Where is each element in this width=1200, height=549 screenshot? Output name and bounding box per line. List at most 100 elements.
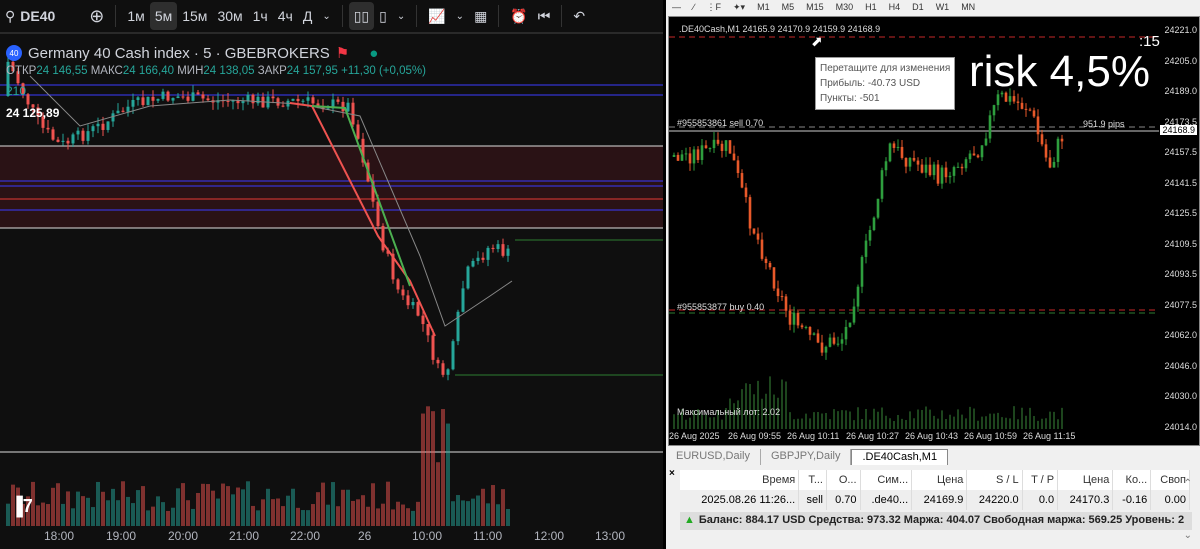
time-axis[interactable]: 18:00 19:00 20:00 21:00 22:00 26 10:00 1… bbox=[0, 524, 663, 549]
timeframe-1m[interactable]: 1м bbox=[127, 8, 145, 24]
candle bbox=[441, 363, 445, 375]
trendline-tool-icon[interactable]: ∕ bbox=[693, 2, 695, 12]
replay-icon[interactable]: ⏮ bbox=[537, 7, 551, 24]
tab-de40cash[interactable]: .DE40Cash,M1 bbox=[851, 449, 949, 465]
candle bbox=[346, 102, 350, 112]
tf-h1[interactable]: H1 bbox=[865, 2, 877, 12]
candle bbox=[928, 164, 932, 176]
tf-h4[interactable]: H4 bbox=[888, 2, 901, 12]
column-header[interactable]: Ко... bbox=[1112, 470, 1152, 490]
candle bbox=[411, 302, 415, 306]
candle bbox=[316, 103, 320, 107]
candles-icon[interactable]: ▯▯ bbox=[348, 2, 375, 30]
bar-chart-type-icon[interactable]: ▯ bbox=[379, 7, 387, 24]
column-header[interactable]: S / L bbox=[966, 470, 1023, 490]
shapes-tool-icon[interactable]: ✦▾ bbox=[733, 1, 746, 12]
column-header[interactable]: О... bbox=[826, 470, 861, 490]
tf-m15[interactable]: M15 bbox=[806, 2, 824, 12]
chevron-down-icon[interactable]: ⌄ bbox=[455, 10, 465, 22]
chart-legend: 40 Germany 40 Cash index · 5 · GBEBROKER… bbox=[6, 44, 378, 62]
tf-m30[interactable]: M30 bbox=[835, 2, 854, 12]
volume-bar bbox=[36, 505, 40, 526]
candle bbox=[241, 101, 245, 104]
alert-clock-icon[interactable]: ⏰ bbox=[510, 7, 528, 24]
chevron-down-icon[interactable]: ⌄ bbox=[396, 10, 406, 22]
tf-w1[interactable]: W1 bbox=[935, 2, 950, 12]
timeframe-1h[interactable]: 1ч bbox=[252, 8, 268, 24]
scroll-up-icon[interactable]: ⌃ bbox=[1183, 478, 1192, 489]
volume-bar bbox=[336, 506, 340, 526]
candle bbox=[832, 337, 836, 344]
tf-m1[interactable]: M1 bbox=[757, 2, 770, 12]
timeframe-4h[interactable]: 4ч bbox=[277, 8, 293, 24]
price-tick: 24125.5 bbox=[1164, 208, 1197, 218]
timeframe-d[interactable]: Д bbox=[302, 8, 313, 24]
timeframe-15m[interactable]: 15м bbox=[182, 8, 208, 24]
candle bbox=[51, 129, 55, 140]
price-chart[interactable] bbox=[0, 36, 663, 526]
volume-bar bbox=[141, 486, 145, 526]
table-cell: sell bbox=[798, 490, 827, 510]
table-cell: -0.16 bbox=[1112, 490, 1152, 510]
candle bbox=[744, 187, 748, 198]
volume-bar bbox=[386, 481, 390, 526]
mt-chart[interactable]: .DE40Cash,M1 24165.9 24170.9 24159.9 241… bbox=[668, 16, 1200, 446]
mt-candles bbox=[669, 36, 1159, 429]
table-row[interactable]: 2025.08.26 11:26... sell 0.70 .de40... 24169… bbox=[680, 490, 1190, 510]
candle bbox=[206, 98, 210, 101]
volume-bar bbox=[381, 503, 385, 526]
candle bbox=[1016, 101, 1020, 103]
volume-bar bbox=[146, 510, 150, 526]
column-header[interactable]: Цена bbox=[911, 470, 968, 490]
close-icon[interactable]: × bbox=[669, 468, 675, 479]
timeframe-30m[interactable]: 30м bbox=[217, 8, 243, 24]
candle bbox=[201, 94, 205, 99]
symbol-search[interactable]: ⚲ DE40 bbox=[5, 7, 56, 25]
candle bbox=[146, 96, 150, 105]
tab-gbpjpy[interactable]: GBPJPY,Daily bbox=[761, 449, 852, 465]
tf-d1[interactable]: D1 bbox=[912, 2, 924, 12]
hline-tool-icon[interactable]: — bbox=[672, 2, 681, 12]
column-header[interactable]: T / P bbox=[1022, 470, 1059, 490]
chevron-down-icon[interactable]: ⌄ bbox=[322, 10, 331, 22]
candle bbox=[900, 146, 904, 158]
undo-icon[interactable]: ↶ bbox=[573, 7, 586, 24]
candle bbox=[752, 228, 756, 234]
candle bbox=[226, 100, 230, 102]
candle bbox=[984, 138, 988, 146]
column-header[interactable]: Сим... bbox=[860, 470, 913, 490]
time-tick: 21:00 bbox=[229, 529, 260, 543]
candle bbox=[932, 164, 936, 176]
candle bbox=[71, 134, 75, 144]
price-tick: 24030.0 bbox=[1164, 391, 1197, 401]
volume-bar bbox=[456, 495, 460, 526]
fibo-tool-icon[interactable]: ⋮F bbox=[706, 1, 722, 12]
column-header[interactable]: Т... bbox=[798, 470, 827, 490]
candle bbox=[101, 123, 105, 130]
candle bbox=[680, 154, 684, 161]
candle bbox=[431, 335, 435, 360]
flag-icon[interactable]: ⚑ bbox=[335, 45, 350, 62]
tf-mn[interactable]: MN bbox=[961, 2, 976, 12]
candle bbox=[756, 233, 760, 240]
volume-bar bbox=[351, 500, 355, 526]
column-header[interactable]: Своп bbox=[1150, 470, 1190, 490]
candle bbox=[281, 105, 285, 107]
timeframe-5m[interactable]: 5м bbox=[149, 2, 178, 30]
volume-bar bbox=[476, 495, 480, 526]
tab-eurusd[interactable]: EURUSD,Daily bbox=[666, 449, 761, 465]
indicators-icon[interactable]: 📈 bbox=[428, 7, 446, 24]
volume-bar bbox=[61, 503, 65, 526]
scroll-down-icon[interactable]: ⌄ bbox=[1183, 530, 1192, 541]
candle bbox=[1032, 110, 1036, 117]
price-tick: 24014.0 bbox=[1164, 421, 1197, 432]
layout-grid-icon[interactable]: ▦ bbox=[474, 7, 488, 24]
compare-add-icon[interactable]: ⊕ bbox=[89, 5, 105, 26]
divider bbox=[341, 5, 343, 27]
tf-m5[interactable]: M5 bbox=[781, 2, 795, 12]
column-header[interactable]: Время bbox=[680, 470, 800, 490]
volume-bar bbox=[91, 507, 95, 526]
column-header[interactable]: Цена bbox=[1057, 470, 1114, 490]
volume-bar bbox=[281, 506, 285, 526]
candle bbox=[1040, 134, 1044, 145]
